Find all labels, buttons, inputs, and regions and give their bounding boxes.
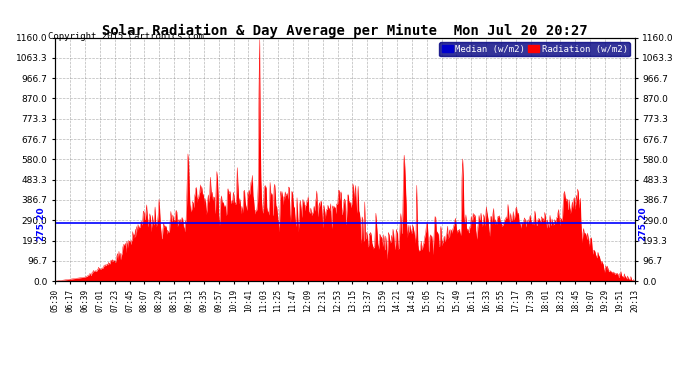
Text: 275.20: 275.20 [639,206,648,241]
Legend: Median (w/m2), Radiation (w/m2): Median (w/m2), Radiation (w/m2) [440,42,630,56]
Text: 275.20: 275.20 [37,206,46,241]
Text: Copyright 2015 Cartronics.com: Copyright 2015 Cartronics.com [48,32,204,41]
Title: Solar Radiation & Day Average per Minute  Mon Jul 20 20:27: Solar Radiation & Day Average per Minute… [102,23,588,38]
